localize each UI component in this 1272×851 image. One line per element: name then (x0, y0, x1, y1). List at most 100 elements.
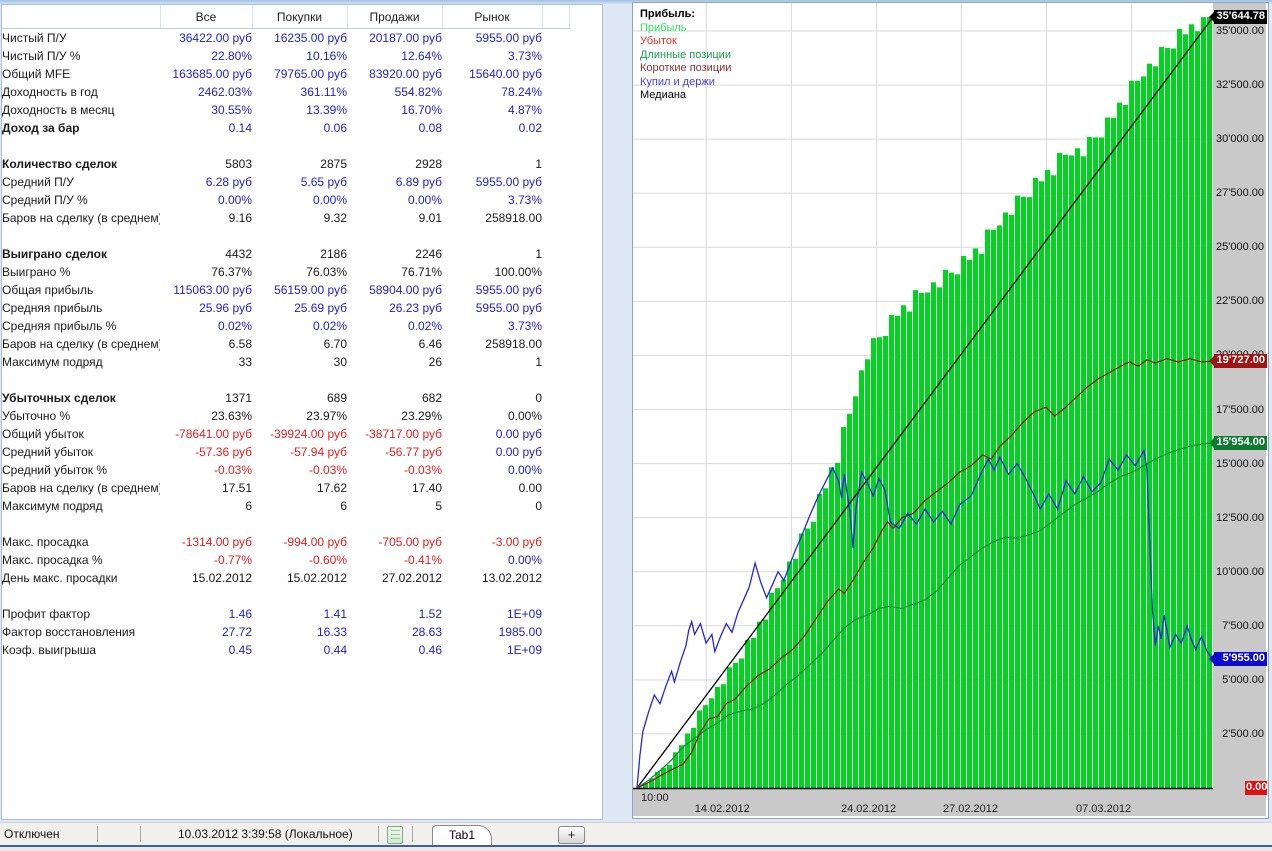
stat-value: 1.46 (228, 607, 252, 621)
stat-value: 26.23 руб (389, 301, 442, 315)
stat-label: Доход за бар (2, 121, 80, 135)
stat-value (252, 137, 347, 155)
stat-value: 361.11% (300, 85, 347, 99)
stat-value: 5955.00 руб (475, 283, 542, 297)
table-row: Средний П/У 6.28 руб 5.65 руб 6.89 руб 5955.… (2, 173, 569, 191)
stat-label: Средний П/У (2, 175, 74, 189)
profit-bar (649, 778, 654, 788)
stat-value: 17.51 (221, 481, 252, 495)
stat-value (442, 227, 542, 245)
stat-label: Количество сделок (2, 157, 118, 171)
stat-label: Доходность в месяц (2, 103, 115, 117)
profit-bar (1057, 152, 1062, 789)
stat-value: 23.63% (211, 409, 252, 423)
y-tick-label: 27'500.00 (1216, 187, 1264, 200)
profit-bar (853, 396, 858, 788)
profit-bar (1009, 214, 1014, 789)
stat-value: 0.00% (507, 553, 542, 567)
profit-bar (817, 493, 822, 788)
stat-label: Общий убыток (2, 427, 84, 441)
table-row (2, 137, 569, 155)
stat-value: 12.64% (401, 49, 442, 63)
stat-value: 0.02% (217, 319, 252, 333)
table-row: Убыточно % 23.63% 23.97% 23.29% 0.00% (2, 407, 569, 425)
stat-label: Баров на сделку (в среднем) (2, 481, 160, 495)
notebook-icon[interactable] (387, 826, 403, 844)
tab-tab1[interactable]: Tab1 (432, 825, 492, 846)
y-tick-label: 10'000.00 (1216, 565, 1264, 578)
stat-value: 0.00% (507, 463, 542, 477)
stat-label: Чистый П/У (2, 31, 67, 45)
stat-value: 0.44 (323, 643, 347, 657)
profit-bar (1135, 80, 1140, 788)
stat-value: 9.32 (323, 211, 347, 225)
profit-bar (835, 462, 840, 788)
stat-value: 1 (535, 157, 542, 171)
stat-value: 5955.00 руб (475, 175, 542, 189)
stat-label: Убыточно % (2, 409, 71, 423)
profit-bar (997, 225, 1002, 788)
stat-label: Чистый П/У % (2, 49, 81, 63)
profit-bar (805, 528, 810, 788)
x-axis-label: 10:00 (641, 792, 669, 804)
stat-value: 554.82% (394, 85, 442, 99)
column-header: Покупки (252, 5, 348, 29)
profit-bar (745, 639, 750, 788)
x-axis-label: 27.02.2012 (942, 803, 999, 815)
stat-value (160, 371, 252, 389)
statusbar-separator (140, 826, 141, 842)
profit-bar (889, 314, 894, 788)
profit-bar (793, 558, 798, 788)
stat-value: 6 (340, 499, 347, 513)
profit-bar (1189, 24, 1194, 788)
stat-value: 26 (428, 355, 442, 369)
stat-value: 27.72 (221, 625, 252, 639)
profit-bar (991, 229, 996, 788)
stat-value: -0.03% (403, 463, 442, 477)
stat-label (2, 137, 160, 155)
stat-value: 0.00 руб (495, 427, 542, 441)
profit-bar (715, 686, 720, 788)
stat-value: 0.45 (228, 643, 252, 657)
table-row: Общий убыток -78641.00 руб -39924.00 руб -3… (2, 425, 569, 443)
table-row: Баров на сделку (в среднем) 6.58 6.70 6.46 2… (2, 335, 569, 353)
stat-value (442, 587, 542, 605)
profit-bar (1093, 137, 1098, 788)
stat-label: Баров на сделку (в среднем) (2, 337, 160, 351)
add-tab-button[interactable]: + (558, 826, 585, 844)
table-row: Макс. просадка % -0.77% -0.60% -0.41% 0.00% (2, 551, 569, 569)
table-row (2, 587, 569, 605)
stat-value (347, 371, 442, 389)
stat-value: 58904.00 руб (369, 283, 442, 297)
profit-bar (1183, 34, 1188, 789)
stat-value (442, 515, 542, 533)
stat-value (347, 515, 442, 533)
x-axis-label: 14.02.2012 (694, 803, 750, 815)
value-marker: 19'727.00 (1209, 354, 1267, 369)
marker-arrow (1209, 12, 1214, 23)
table-row: Максимум подряд 33 30 26 1 (2, 353, 569, 371)
stat-value: 1.41 (323, 607, 347, 621)
legend-item: Прибыль (640, 21, 687, 34)
profit-chart-panel: Прибыль: Прибыль Убыток Длинные позиции Кор… (632, 2, 1269, 819)
stat-value: -57.94 руб (290, 445, 347, 459)
profit-bar (985, 229, 990, 788)
profit-chart[interactable] (633, 3, 1266, 816)
median-line (636, 16, 1214, 789)
profit-bar (1159, 47, 1164, 789)
stat-value: 2246 (415, 247, 442, 261)
stat-value: 15.02.2012 (191, 571, 252, 585)
legend-item: Медиана (640, 89, 687, 101)
stat-value: 5 (435, 499, 442, 513)
stat-value: 5955.00 руб (475, 301, 542, 315)
profit-bar (643, 782, 648, 788)
profit-bar (775, 588, 780, 788)
profit-bar (907, 311, 912, 788)
profit-bar (1069, 155, 1074, 789)
stat-value: 0.00% (312, 193, 347, 207)
stat-label: Выиграно % (2, 265, 71, 279)
column-header: Рынок (442, 5, 543, 29)
status-bar: Отключен 10.03.2012 3:39:58 (Локальное) … (0, 822, 1272, 846)
stat-value (252, 371, 347, 389)
profit-bar (1075, 148, 1080, 788)
